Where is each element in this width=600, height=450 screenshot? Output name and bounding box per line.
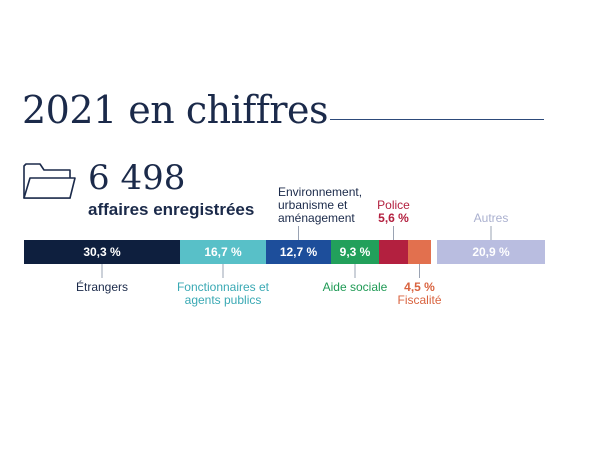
value-label-aide-sociale: 9,3 % xyxy=(340,245,371,259)
bar-segment-fiscalite xyxy=(408,240,431,264)
category-label-fonctionnaires-et-agents-publics: agents publics xyxy=(185,293,262,307)
category-label-environnement-urbanisme-et-amenagement: aménagement xyxy=(278,211,355,225)
category-label-fiscalite: Fiscalité xyxy=(397,293,441,307)
category-label-autres: Autres xyxy=(474,211,509,225)
value-label-fonctionnaires-et-agents-publics: 16,7 % xyxy=(204,245,242,259)
value-label-autres: 20,9 % xyxy=(472,245,510,259)
folder-icon xyxy=(23,163,76,199)
total-count: 6 498 xyxy=(88,158,186,198)
page-title: 2021 en chiffres xyxy=(22,88,329,132)
bar-segment-fonctionnaires-et-agents-publics xyxy=(180,240,266,264)
category-label-environnement-urbanisme-et-amenagement: Environnement, xyxy=(278,185,362,199)
category-label-fonctionnaires-et-agents-publics: Fonctionnaires et xyxy=(177,280,270,294)
value-label-police: 5,6 % xyxy=(378,211,409,225)
title-divider xyxy=(330,119,544,120)
bar-segment-environnement-urbanisme-et-amenagement xyxy=(266,240,331,264)
value-label-etrangers: 30,3 % xyxy=(83,245,121,259)
bar-segment-etrangers xyxy=(24,240,180,264)
value-label-environnement-urbanisme-et-amenagement: 12,7 % xyxy=(280,245,318,259)
category-label-aide-sociale: Aide sociale xyxy=(323,280,388,294)
category-label-police: Police xyxy=(377,198,410,212)
bar-segment-autres xyxy=(437,240,545,264)
category-label-etrangers: Étrangers xyxy=(76,279,128,294)
category-label-environnement-urbanisme-et-amenagement: urbanisme et xyxy=(278,198,348,212)
bar-segment-aide-sociale xyxy=(331,240,379,264)
value-label-fiscalite: 4,5 % xyxy=(404,280,435,294)
bar-segment-police xyxy=(379,240,408,264)
total-label: affaires enregistrées xyxy=(88,200,255,219)
